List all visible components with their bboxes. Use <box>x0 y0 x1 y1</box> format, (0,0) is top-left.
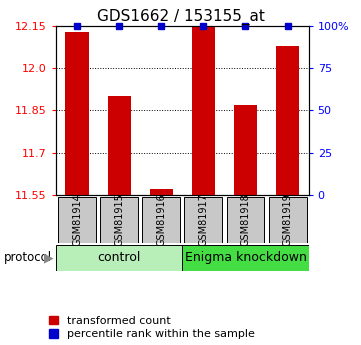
Text: GDS1662 / 153155_at: GDS1662 / 153155_at <box>96 9 265 25</box>
Text: GSM81915: GSM81915 <box>114 194 124 246</box>
Bar <box>108 96 131 195</box>
Bar <box>184 197 222 243</box>
Bar <box>150 189 173 195</box>
Bar <box>269 197 306 243</box>
Bar <box>192 26 215 195</box>
Text: GSM81914: GSM81914 <box>72 194 82 246</box>
Text: GSM81916: GSM81916 <box>156 194 166 246</box>
Bar <box>226 197 264 243</box>
Text: ▶: ▶ <box>44 252 53 264</box>
Legend: transformed count, percentile rank within the sample: transformed count, percentile rank withi… <box>49 316 255 339</box>
Text: Enigma knockdown: Enigma knockdown <box>184 252 306 264</box>
Bar <box>142 197 180 243</box>
Bar <box>58 197 96 243</box>
Text: GSM81918: GSM81918 <box>240 194 251 246</box>
Bar <box>234 105 257 195</box>
Bar <box>276 46 299 195</box>
Text: control: control <box>97 252 141 264</box>
Bar <box>182 245 309 271</box>
Bar <box>56 245 182 271</box>
Text: GSM81917: GSM81917 <box>198 194 208 246</box>
Bar <box>65 31 88 195</box>
Bar <box>100 197 138 243</box>
Text: protocol: protocol <box>4 252 52 264</box>
Text: GSM81919: GSM81919 <box>283 194 293 246</box>
